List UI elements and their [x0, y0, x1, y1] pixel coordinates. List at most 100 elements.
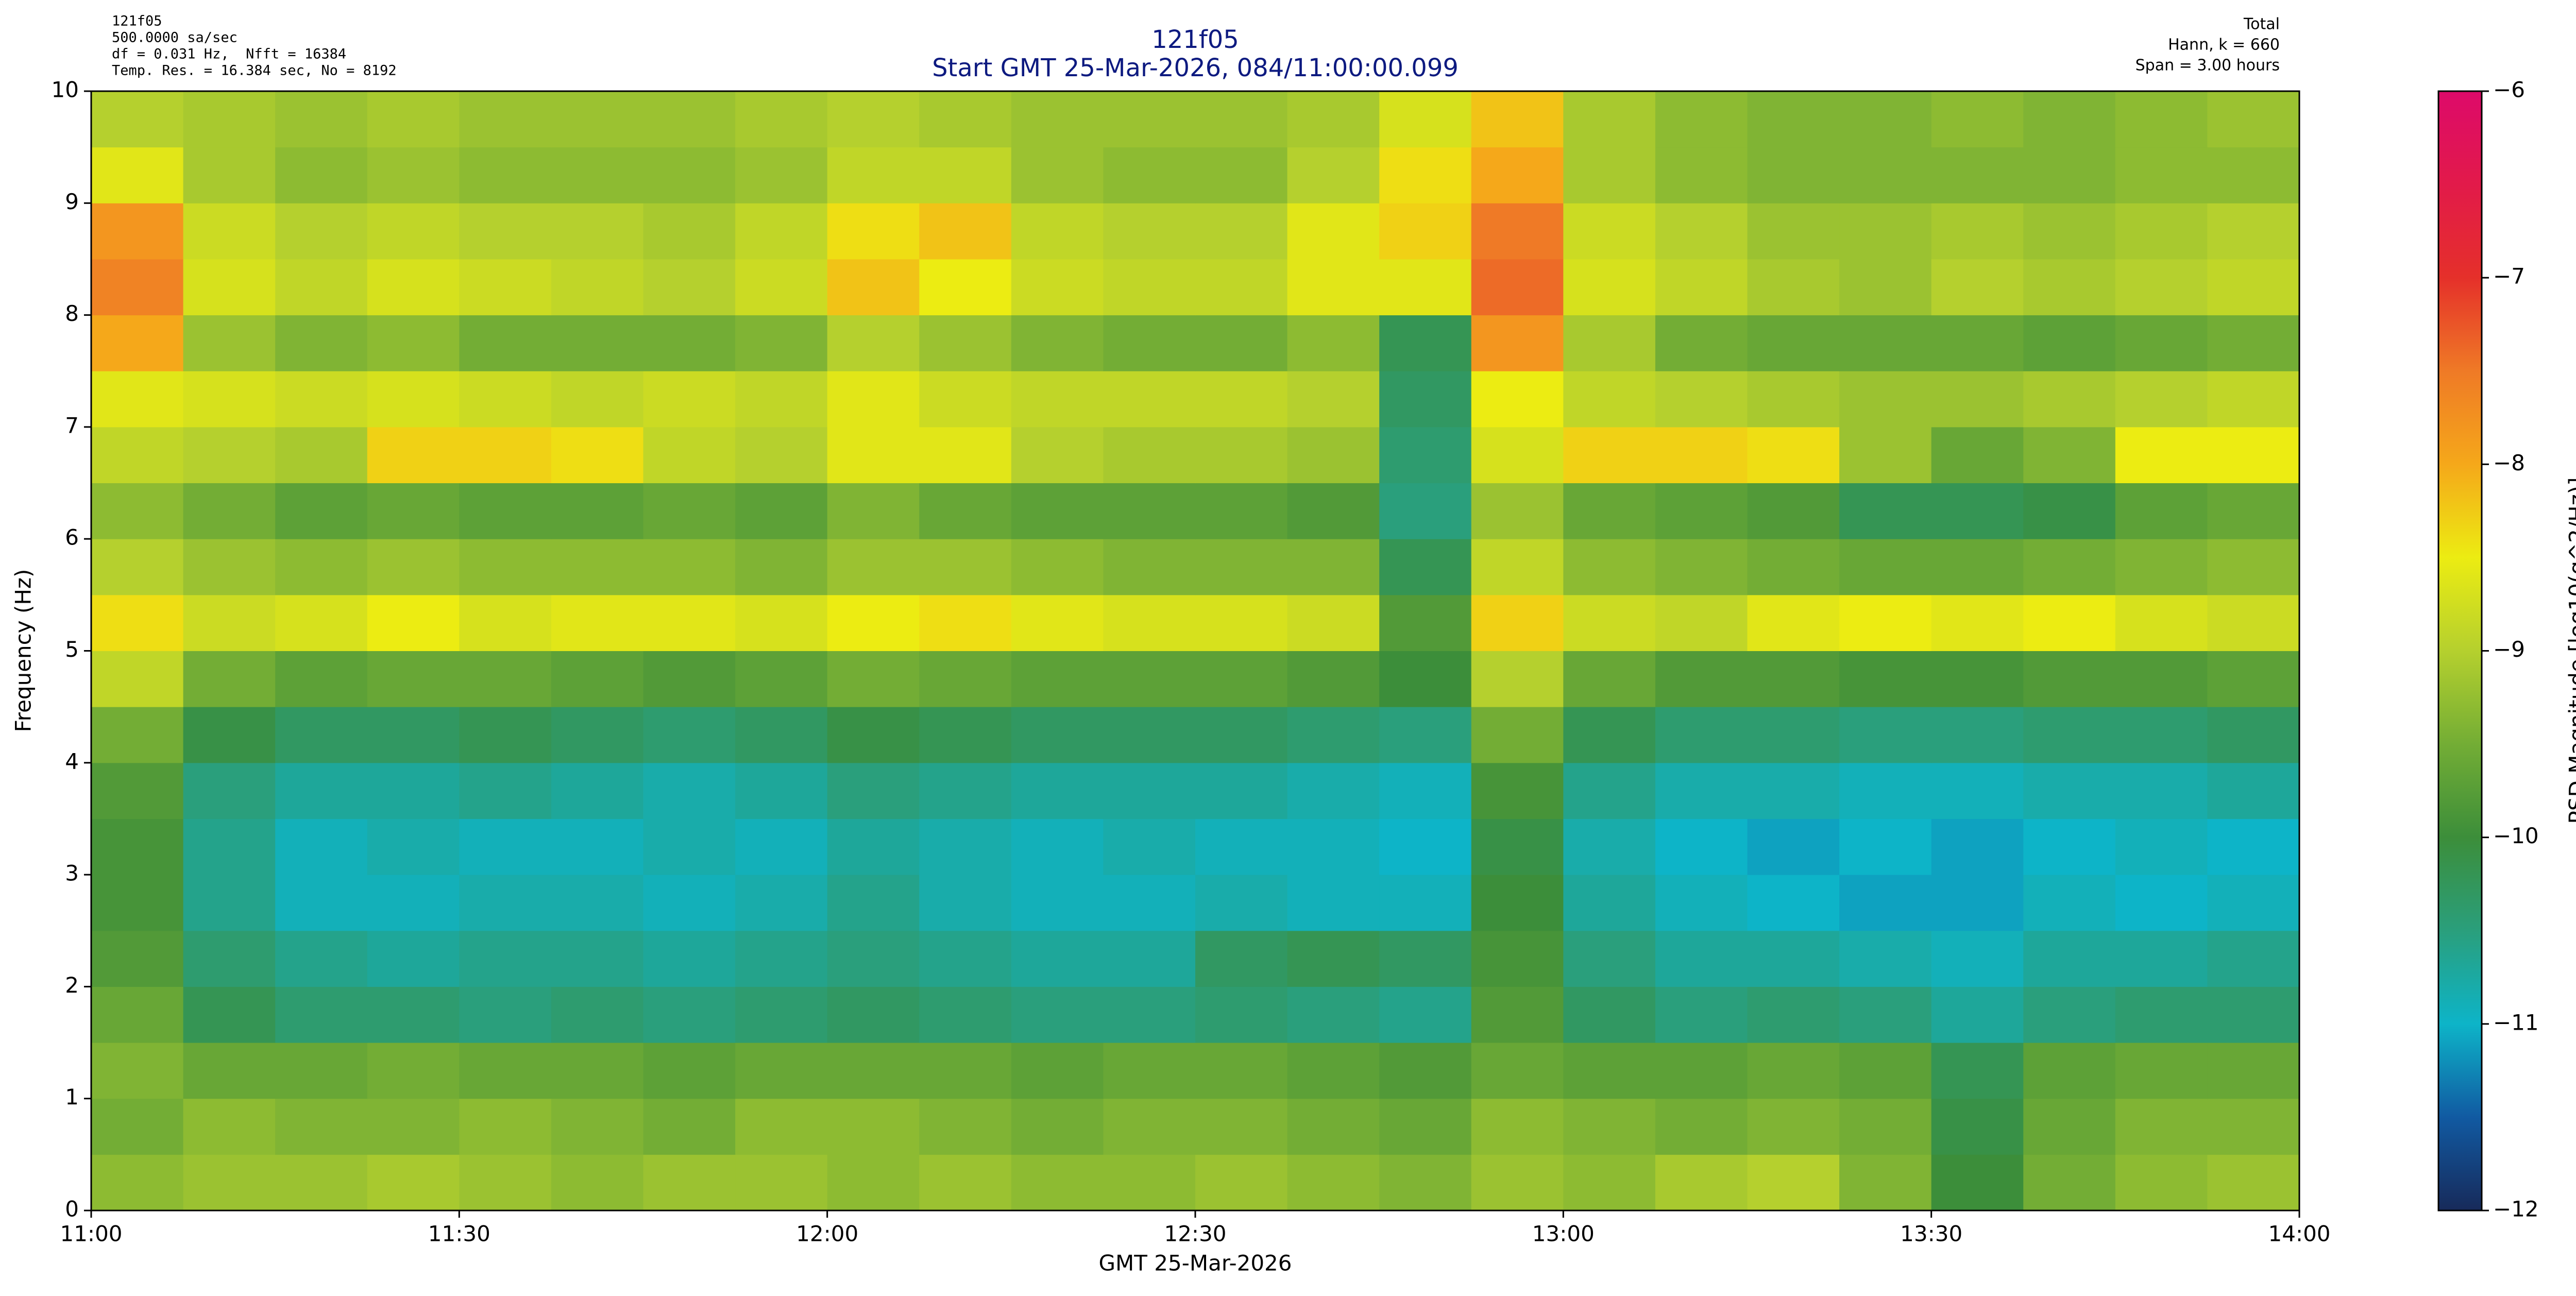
heatmap-cell [367, 483, 460, 539]
heatmap-cell [1195, 651, 1287, 707]
heatmap-cell [1379, 875, 1471, 931]
heatmap-cell [1195, 203, 1287, 259]
heatmap-cell [1931, 707, 2024, 763]
heatmap-cell [1563, 315, 1655, 371]
heatmap-cell [1748, 986, 1840, 1043]
heatmap-cell [1655, 315, 1748, 371]
heatmap-cell [1563, 91, 1655, 147]
heatmap-cell [919, 91, 1011, 147]
heatmap-cell [275, 539, 367, 595]
heatmap-cell [643, 1099, 736, 1155]
heatmap-cell [643, 1154, 736, 1210]
heatmap-cell [735, 91, 827, 147]
heatmap-cell [1103, 427, 1195, 483]
heatmap-cell [459, 483, 551, 539]
heatmap-cell [183, 1154, 276, 1210]
heatmap-cell [551, 595, 643, 651]
heatmap-cell [2207, 931, 2299, 987]
heatmap-cell [1931, 818, 2024, 875]
x-tick-label: 13:30 [1900, 1221, 1962, 1247]
heatmap-cell [1931, 595, 2024, 651]
heatmap-cell [1471, 539, 1564, 595]
colorbar-tick-label: −6 [2493, 77, 2525, 103]
heatmap-cell [1748, 427, 1840, 483]
heatmap-cell [1931, 91, 2024, 147]
heatmap-cell [827, 875, 920, 931]
heatmap-cell [1103, 483, 1195, 539]
heatmap-cell [1195, 427, 1287, 483]
heatmap-cell [919, 875, 1011, 931]
heatmap-cell [1839, 707, 1931, 763]
heatmap-cell [1748, 91, 1840, 147]
heatmap-cell [2207, 539, 2299, 595]
x-tick-label: 11:00 [60, 1221, 122, 1247]
heatmap-cell [1563, 427, 1655, 483]
heatmap-cell [919, 427, 1011, 483]
heatmap-cell [459, 427, 551, 483]
heatmap-cell [1655, 259, 1748, 315]
heatmap-cell [1195, 763, 1287, 819]
heatmap-cell [183, 651, 276, 707]
heatmap-cell [827, 315, 920, 371]
heatmap-cell [367, 1154, 460, 1210]
heatmap-cell [827, 371, 920, 427]
heatmap-cell [2023, 1043, 2115, 1099]
heatmap-cell [1379, 259, 1471, 315]
heatmap-cell [1655, 595, 1748, 651]
heatmap-cell [1011, 1099, 1104, 1155]
heatmap-cell [275, 203, 367, 259]
heatmap-cell [735, 818, 827, 875]
heatmap-cell [91, 315, 183, 371]
heatmap-cell [459, 651, 551, 707]
heatmap-cell [2023, 147, 2115, 203]
heatmap-cell [91, 1099, 183, 1155]
heatmap-cell [1287, 1154, 1380, 1210]
heatmap-cell [1287, 1099, 1380, 1155]
heatmap-cell [1195, 707, 1287, 763]
heatmap-cell [1379, 147, 1471, 203]
heatmap-cell [1839, 875, 1931, 931]
heatmap-cell [1655, 371, 1748, 427]
heatmap-cell [827, 763, 920, 819]
heatmap-cell [735, 651, 827, 707]
heatmap-cell [1471, 259, 1564, 315]
heatmap-cell [1931, 147, 2024, 203]
heatmap-cell [91, 707, 183, 763]
heatmap-cell [1379, 91, 1471, 147]
y-tick-label: 0 [65, 1197, 79, 1222]
heatmap-cell [1103, 1154, 1195, 1210]
heatmap-cell [2023, 315, 2115, 371]
heatmap-cell [1839, 651, 1931, 707]
heatmap-cell [735, 1154, 827, 1210]
heatmap-cell [735, 763, 827, 819]
heatmap-cell [2115, 986, 2208, 1043]
heatmap-cell [1103, 818, 1195, 875]
y-axis-label: Frequency (Hz) [11, 569, 36, 732]
heatmap-cell [1655, 427, 1748, 483]
heatmap-cell [827, 707, 920, 763]
heatmap [91, 91, 2300, 1211]
heatmap-cell [2207, 203, 2299, 259]
heatmap-cell [91, 986, 183, 1043]
heatmap-cell [1748, 483, 1840, 539]
heatmap-cell [2023, 763, 2115, 819]
heatmap-cell [275, 818, 367, 875]
heatmap-cell [367, 595, 460, 651]
heatmap-cell [91, 875, 183, 931]
heatmap-cell [275, 931, 367, 987]
heatmap-cell [1011, 707, 1104, 763]
heatmap-cell [91, 427, 183, 483]
heatmap-cell [1931, 483, 2024, 539]
heatmap-cell [643, 651, 736, 707]
heatmap-cell [1839, 931, 1931, 987]
heatmap-cell [1931, 931, 2024, 987]
heatmap-cell [91, 539, 183, 595]
heatmap-cell [2207, 259, 2299, 315]
heatmap-cell [1748, 1043, 1840, 1099]
heatmap-cell [1287, 595, 1380, 651]
heatmap-cell [1655, 986, 1748, 1043]
heatmap-cell [367, 763, 460, 819]
heatmap-cell [183, 595, 276, 651]
heatmap-cell [367, 427, 460, 483]
heatmap-cell [735, 147, 827, 203]
